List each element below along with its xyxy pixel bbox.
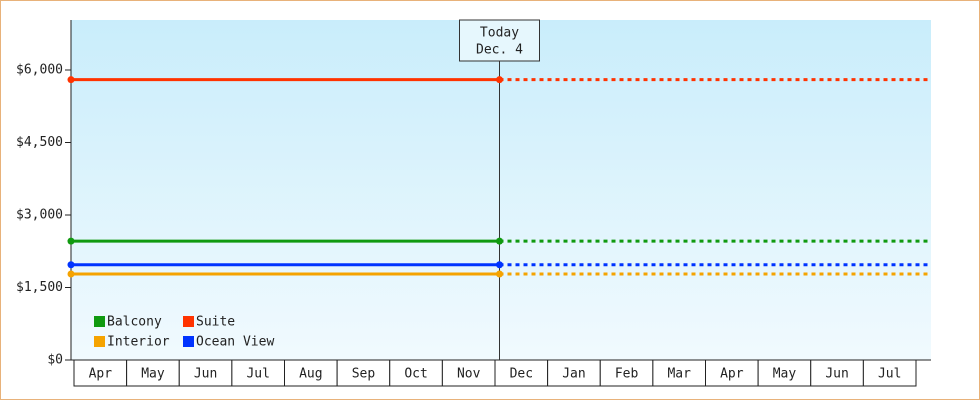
- legend-label: Balcony: [107, 315, 162, 330]
- x-tick-label: Jun: [825, 367, 848, 382]
- month-cell: [599, 359, 654, 387]
- today-title: Today: [480, 26, 519, 41]
- price-point: [496, 237, 503, 245]
- month-cell: [231, 359, 285, 387]
- x-tick-label: Feb: [615, 367, 639, 382]
- y-tick-label: $3,000: [16, 208, 63, 223]
- price-point: [67, 270, 75, 278]
- plot-background: [71, 20, 931, 360]
- month-cell: [494, 359, 549, 387]
- legend-swatch: [94, 336, 105, 347]
- price-point: [496, 270, 503, 278]
- today-date: Dec. 4: [476, 43, 523, 58]
- month-cell: [73, 359, 128, 387]
- legend-label: Ocean View: [196, 335, 274, 350]
- legend-label: Interior: [107, 335, 170, 350]
- month-cell: [126, 359, 180, 387]
- price-point: [67, 76, 75, 84]
- month-cell: [178, 359, 233, 387]
- month-cell: [757, 359, 812, 387]
- y-tick-label: $1,500: [16, 280, 63, 295]
- x-tick-label: Jan: [562, 367, 585, 382]
- y-tick-label: $4,500: [16, 135, 63, 150]
- today-box: [459, 19, 540, 62]
- y-tick-label: $6,000: [16, 63, 63, 78]
- month-cell: [705, 359, 759, 387]
- month-cell: [336, 359, 391, 387]
- x-tick-label: May: [773, 367, 797, 382]
- x-tick-label: Mar: [667, 367, 691, 382]
- x-tick-label: Jul: [878, 367, 901, 382]
- legend-swatch: [183, 316, 194, 327]
- price-point: [67, 261, 75, 269]
- x-tick-label: Jun: [194, 367, 217, 382]
- x-tick-label: Aug: [299, 367, 322, 382]
- x-tick-label: Dec: [510, 367, 533, 382]
- y-tick-label: $0: [47, 353, 63, 368]
- price-point: [496, 76, 503, 84]
- month-cell: [862, 359, 917, 387]
- legend-swatch: [183, 336, 194, 347]
- month-cell: [284, 359, 338, 387]
- x-tick-label: Sep: [352, 367, 376, 382]
- x-tick-label: Oct: [404, 367, 427, 382]
- price-point: [67, 237, 75, 245]
- x-tick-label: Apr: [89, 367, 113, 382]
- x-tick-label: Nov: [457, 367, 481, 382]
- x-tick-label: Apr: [720, 367, 744, 382]
- price-point: [496, 261, 503, 269]
- x-tick-label: Jul: [246, 367, 269, 382]
- legend-label: Suite: [196, 315, 235, 330]
- legend-swatch: [94, 316, 105, 327]
- x-tick-label: May: [141, 367, 165, 382]
